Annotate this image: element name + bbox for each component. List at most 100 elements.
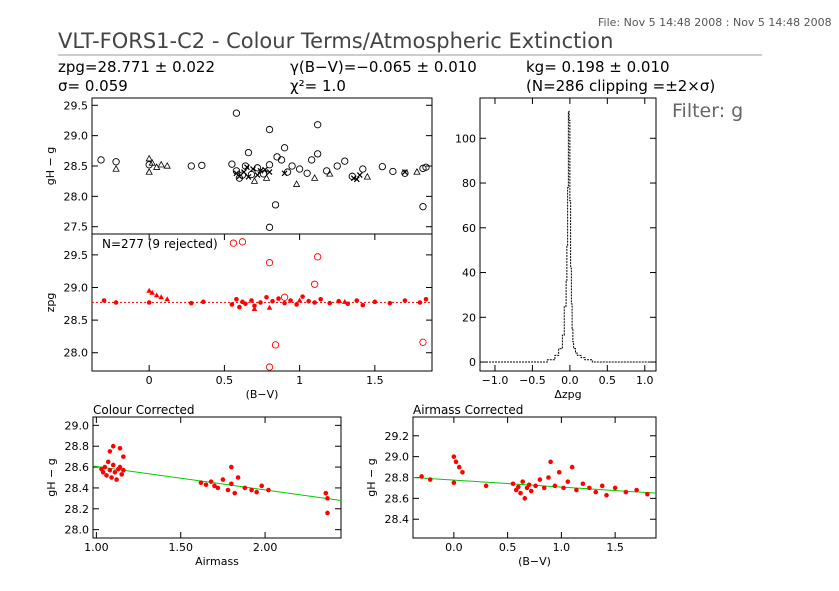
data-point [336, 298, 342, 304]
y-tick-label: 28.0 [64, 347, 89, 360]
data-point [235, 475, 241, 480]
data-point [145, 168, 153, 175]
data-point [201, 299, 206, 305]
y-tick-label: 28.5 [64, 314, 89, 327]
data-point [280, 144, 289, 152]
data-point [203, 482, 209, 488]
data-point [552, 483, 558, 489]
data-point [282, 300, 287, 306]
data-point [102, 464, 108, 470]
data-point [323, 167, 331, 175]
data-point [378, 162, 387, 171]
data-point [244, 148, 253, 157]
data-point [623, 489, 629, 495]
data-point [323, 490, 329, 496]
x-tick-label: 2.00 [253, 541, 278, 554]
y-tick-label: 29.2 [385, 430, 410, 443]
data-point [220, 477, 226, 482]
data-point [300, 294, 305, 299]
data-point [325, 510, 330, 516]
data-point [325, 496, 330, 501]
data-point [101, 298, 107, 303]
x-axis-label: (B−V) [518, 555, 551, 568]
y-axis-label: gH − g [45, 458, 58, 496]
data-point [280, 293, 289, 301]
data-point [451, 454, 457, 459]
y-tick-label: 29.5 [64, 99, 89, 112]
data-point [229, 239, 238, 247]
data-point [242, 485, 248, 491]
y-axis-label: zpg [44, 293, 57, 313]
y-tick-label: 60 [462, 222, 476, 235]
plot-frame [92, 416, 342, 539]
data-point [402, 298, 408, 303]
data-point [157, 160, 165, 168]
data-point [350, 175, 357, 182]
data-point [456, 464, 462, 470]
data-point [327, 300, 332, 306]
data-point [483, 483, 489, 489]
data-point [237, 304, 242, 310]
y-tick-label: 27.5 [64, 221, 89, 234]
data-point [215, 485, 221, 491]
x-tick-label: 0.0 [445, 541, 463, 554]
data-point [419, 203, 427, 211]
y-tick-label: 100 [455, 132, 476, 145]
clip-info: (N=286 clipping =±2×σ) [526, 77, 715, 95]
plot-frame [91, 97, 433, 235]
data-point [119, 472, 124, 477]
data-point [306, 298, 311, 304]
data-point [262, 166, 268, 173]
data-point [522, 496, 528, 501]
data-point [419, 338, 427, 346]
data-point [238, 171, 247, 179]
data-point [273, 153, 281, 161]
data-point [112, 165, 120, 172]
data-point [580, 481, 586, 487]
bottom-left-panel: 28.0 28.2 28.4 28.6 28.8 29.0 1.00 1.50 2.00 gH −… [45, 403, 342, 568]
data-point [265, 223, 274, 231]
histogram-panel: 0 20 40 60 80 100 −1.0 −0.5 0.0 0.5 1.0 Δzpg [455, 97, 657, 401]
data-point [546, 475, 551, 480]
data-point [341, 157, 349, 165]
data-point [612, 485, 618, 491]
x-tick-label: 1.5 [366, 374, 384, 387]
data-point [238, 238, 247, 246]
data-point [259, 483, 265, 489]
fit-line [92, 465, 342, 501]
data-point [265, 161, 274, 169]
k-value: kg= 0.198 ± 0.010 [526, 58, 670, 76]
x-axis-label: Airmass [195, 555, 239, 568]
data-point [153, 292, 160, 298]
y-tick-label: 28.5 [64, 160, 89, 173]
data-point [314, 150, 322, 158]
data-point [387, 300, 393, 306]
y-tick-label: 28.6 [385, 492, 410, 505]
data-point [569, 464, 575, 470]
y-axis-label: gH − g [365, 458, 378, 496]
histogram-line [480, 110, 656, 363]
data-point [97, 156, 105, 164]
data-point [363, 172, 371, 180]
data-point [225, 487, 231, 493]
data-point [254, 172, 261, 179]
data-point [303, 169, 311, 177]
data-point [265, 363, 274, 371]
data-point [271, 341, 280, 349]
data-point [413, 168, 421, 175]
data-point [158, 294, 165, 300]
panel-title: Airmass Corrected [413, 403, 523, 417]
top-left-panel: 27.5 28.0 28.5 29.0 29.5 gH − g [44, 97, 433, 235]
data-point [310, 174, 319, 181]
bottom-right-panel: 28.4 28.6 28.8 29.0 29.2 0.0 0.5 1.0 1.5 gH − g (B… [365, 403, 657, 568]
data-point [318, 296, 323, 302]
data-point [149, 289, 155, 295]
data-point [112, 158, 120, 166]
data-point [307, 156, 316, 164]
data-point [587, 485, 592, 491]
data-point [423, 296, 429, 302]
x-axis-label: (B−V) [246, 388, 279, 401]
data-point [510, 481, 516, 487]
data-point [266, 487, 271, 493]
data-point [252, 303, 257, 309]
